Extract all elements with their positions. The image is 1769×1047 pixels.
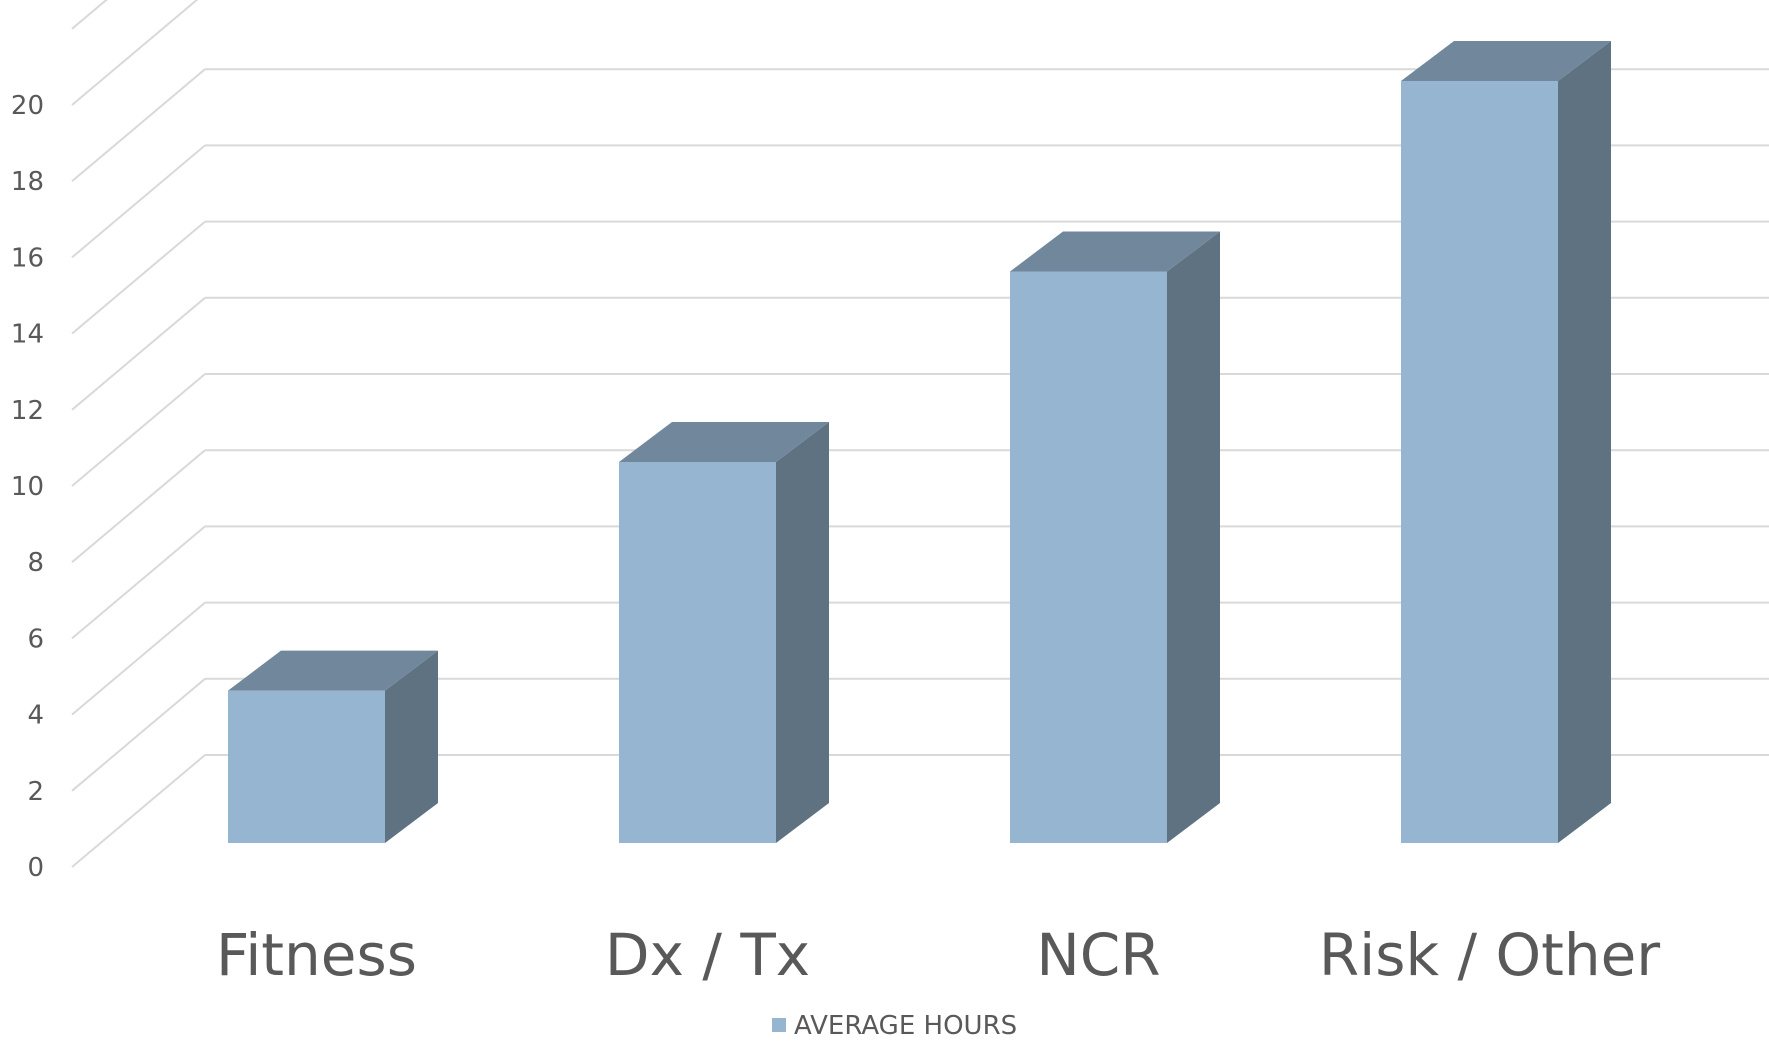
- gridline-diagonal: [71, 754, 206, 868]
- gridline-diagonal: [71, 678, 206, 792]
- gridline-diagonal: [71, 525, 206, 640]
- y-tick-label: 10: [11, 472, 44, 502]
- bar-top: [1010, 231, 1220, 272]
- y-tick-label: 12: [11, 396, 44, 426]
- y-tick-label: 8: [27, 548, 44, 578]
- gridline-diagonal: [71, 0, 108, 30]
- x-category-label: Dx / Tx: [605, 921, 810, 989]
- y-tick-label: 6: [27, 624, 44, 654]
- x-category-label: NCR: [1036, 921, 1160, 989]
- y-tick-label: 0: [27, 853, 44, 883]
- gridline-diagonal: [71, 68, 206, 182]
- bar-front: [1401, 81, 1558, 843]
- gridline-diagonal: [71, 144, 206, 259]
- bar-top: [228, 650, 438, 691]
- gridline-diagonal: [71, 0, 199, 106]
- x-category-label: Fitness: [216, 921, 417, 989]
- y-tick-label: 18: [11, 167, 44, 197]
- bar-top: [1401, 41, 1611, 81]
- bars: [228, 41, 1611, 843]
- y-tick-label: 16: [11, 243, 44, 273]
- bar-side: [1167, 231, 1220, 843]
- y-axis-ticks: 0 2 4 6 8 10 12 14 16 18 20: [11, 91, 44, 883]
- bar-front: [1010, 271, 1167, 843]
- y-tick-label: 14: [11, 320, 44, 350]
- legend-label: AVERAGE HOURS: [794, 1011, 1017, 1041]
- x-category-label: Risk / Other: [1319, 921, 1660, 989]
- bar-front: [619, 462, 776, 843]
- legend: AVERAGE HOURS: [772, 1011, 1017, 1041]
- bar-dx-tx: [619, 422, 829, 843]
- bar-risk-other: [1401, 41, 1611, 843]
- bar-front: [228, 690, 385, 843]
- bar-fitness: [228, 650, 438, 843]
- y-tick-label: 2: [27, 777, 44, 807]
- gridline-diagonal: [71, 220, 206, 335]
- bar-top: [619, 422, 829, 462]
- y-tick-label: 20: [11, 91, 44, 121]
- bar-side: [776, 422, 829, 843]
- legend-swatch: [772, 1018, 786, 1032]
- bar-side: [1558, 41, 1611, 843]
- gridline-diagonal: [71, 449, 206, 563]
- gridline-diagonal: [71, 373, 206, 487]
- y-tick-label: 4: [27, 701, 44, 731]
- gridline-diagonal: [71, 601, 206, 716]
- bar-side: [385, 650, 438, 843]
- x-axis-categories: Fitness Dx / Tx NCR Risk / Other: [216, 921, 1660, 989]
- bar-ncr: [1010, 231, 1220, 843]
- gridline-diagonal: [71, 297, 206, 411]
